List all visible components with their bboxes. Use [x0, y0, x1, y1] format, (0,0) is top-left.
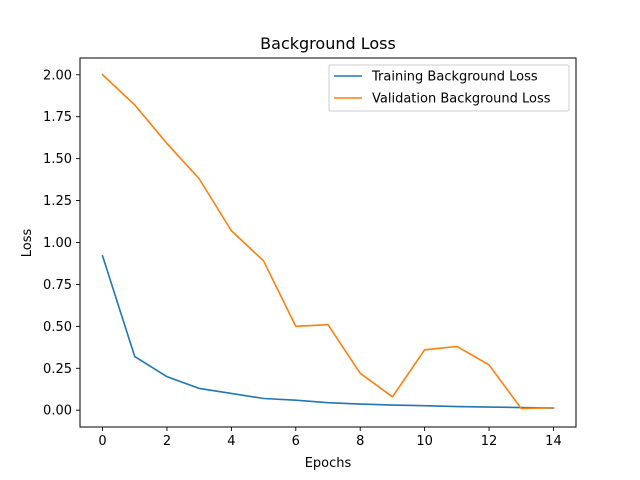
- y-tick-label: 2.00: [43, 68, 72, 83]
- x-tick-label: 10: [416, 434, 433, 449]
- y-tick-label: 1.25: [43, 194, 72, 209]
- chart-title: Background Loss: [260, 34, 396, 53]
- x-tick-label: 2: [163, 434, 171, 449]
- legend-label-1: Validation Background Loss: [372, 92, 551, 107]
- y-tick-label: 1.00: [43, 236, 72, 251]
- x-tick-label: 6: [292, 434, 300, 449]
- series-line-1: [101, 73, 555, 410]
- x-tick-label: 14: [545, 434, 562, 449]
- legend-box: [328, 64, 570, 112]
- x-tick-label: 0: [98, 434, 106, 449]
- x-tick-label: 8: [356, 434, 364, 449]
- legend-label-0: Training Background Loss: [371, 70, 538, 85]
- y-tick-label: 0.50: [43, 320, 72, 335]
- y-tick-label: 1.75: [43, 110, 72, 125]
- x-tick-label: 12: [481, 434, 498, 449]
- x-tick-label: 4: [227, 434, 235, 449]
- y-tick-label: 0.25: [43, 362, 72, 377]
- legend: Training Background Loss Validation Backg…: [328, 64, 570, 112]
- y-tick-label: 0.00: [43, 404, 72, 419]
- series-line-0: [101, 254, 555, 409]
- y-tick-label: 0.75: [43, 278, 72, 293]
- y-axis-label: Loss: [20, 229, 35, 258]
- x-axis-label: Epochs: [305, 456, 352, 471]
- y-tick-label: 1.50: [43, 152, 72, 167]
